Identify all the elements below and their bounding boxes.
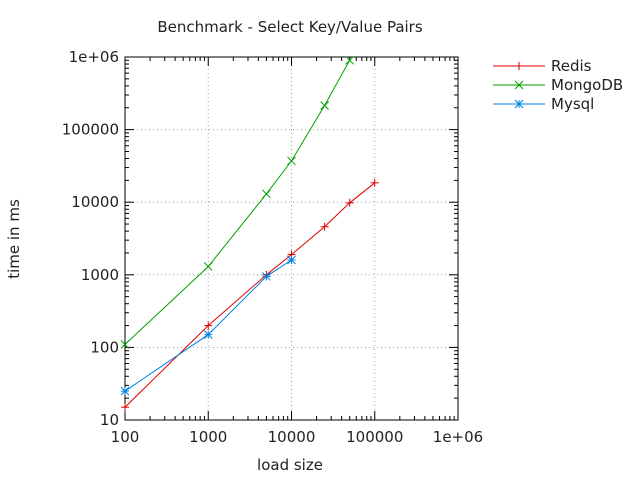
axis-ticks: 100 1000 10000 100000 1e+0610100100010000100… [62, 48, 483, 446]
y-tick-label: 10 [100, 411, 119, 429]
series-line-mysql [124, 259, 292, 392]
series-group [120, 55, 379, 412]
marker-stroke [320, 101, 329, 110]
marker-stroke [203, 262, 213, 271]
data-point-mysql [203, 330, 213, 339]
marker-stroke [262, 272, 271, 281]
x-tick-label: 100 [111, 428, 140, 446]
legend-label-mongodb: MongoDB [551, 76, 623, 94]
series-line-redis [124, 182, 376, 408]
y-tick-label: 1e+06 [69, 48, 119, 66]
marker-stroke [203, 330, 213, 339]
x-tick-label: 1e+06 [433, 428, 483, 446]
data-point-mongodb [203, 262, 213, 271]
legend-marker-mysql [514, 99, 524, 109]
legend-marker-mongodb [514, 80, 524, 90]
series-redis [121, 178, 379, 412]
legend-item-redis: Redis [493, 57, 592, 75]
x-axis-title: load size [257, 456, 323, 474]
chart-title: Benchmark - Select Key/Value Pairs [157, 18, 423, 36]
data-point-mysql [262, 272, 271, 281]
legend-item-mongodb: MongoDB [493, 76, 623, 94]
marker-stroke [120, 340, 130, 349]
data-point-mongodb [320, 101, 329, 110]
data-point-mongodb [345, 55, 355, 65]
legend-label-mysql: Mysql [551, 95, 594, 113]
data-point-mysql [287, 255, 296, 265]
legend-item-mysql: Mysql [493, 95, 594, 113]
x-tick-label: 100000 [346, 428, 403, 446]
y-tick-label: 1000 [81, 266, 119, 284]
marker-stroke [120, 386, 130, 396]
marker-stroke [345, 55, 355, 65]
marker-stroke [514, 80, 524, 90]
data-point-mysql [120, 386, 130, 396]
data-point-mongodb [262, 189, 271, 199]
x-tick-label: 10000 [268, 428, 316, 446]
data-point-redis [370, 178, 379, 187]
marker-stroke [287, 255, 296, 265]
data-point-redis [345, 198, 354, 207]
x-tick-label: 1000 [189, 428, 227, 446]
data-point-redis [121, 403, 129, 412]
series-mongodb [120, 55, 355, 349]
y-tick-label: 100 [90, 338, 119, 356]
data-point-redis [204, 321, 213, 330]
marker-stroke [514, 99, 524, 109]
grid [125, 57, 458, 420]
y-axis-title: time in ms [5, 199, 23, 279]
data-point-redis [320, 222, 329, 231]
data-point-mongodb [120, 340, 130, 349]
y-tick-label: 100000 [62, 121, 119, 139]
data-point-mongodb [287, 156, 296, 166]
y-tick-label: 10000 [71, 193, 119, 211]
marker-stroke [287, 156, 296, 166]
legend-marker-redis [515, 62, 523, 70]
series-mysql [120, 255, 296, 396]
series-line-mongodb [124, 60, 351, 345]
marker-stroke [262, 189, 271, 199]
legend-label-redis: Redis [551, 57, 592, 75]
